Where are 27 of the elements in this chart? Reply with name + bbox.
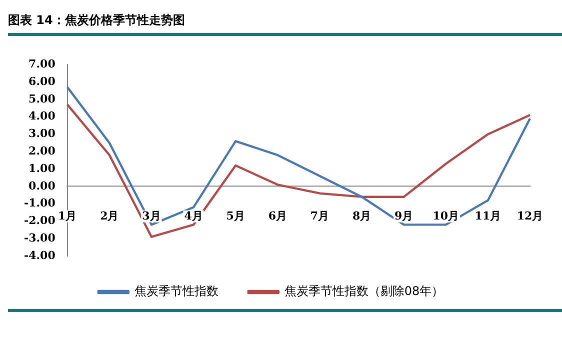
x-tick-label: 4月 bbox=[184, 209, 203, 222]
y-tick-label: 4.00 bbox=[28, 110, 56, 123]
y-tick-label: -2.00 bbox=[24, 214, 56, 228]
x-tick-label: 2月 bbox=[100, 209, 119, 222]
x-tick-label: 6月 bbox=[268, 209, 287, 222]
chart-title: 图表 14：焦炭价格季节性走势图 bbox=[8, 12, 185, 29]
y-tick-label: 2.00 bbox=[28, 144, 56, 158]
y-tick-label: 0.00 bbox=[28, 179, 56, 192]
legend-label: 焦炭季节性指数（剔除08年） bbox=[284, 284, 444, 298]
x-tick-label: 9月 bbox=[394, 209, 414, 222]
y-tick-label: 7.00 bbox=[28, 57, 56, 70]
x-tick-label: 1月 bbox=[58, 209, 77, 222]
x-tick-label: 8月 bbox=[352, 209, 372, 222]
x-tick-label: 7月 bbox=[310, 209, 330, 222]
y-tick-label: 6.00 bbox=[28, 74, 56, 88]
x-tick-label: 12月 bbox=[516, 209, 544, 222]
y-tick-label: -1.00 bbox=[24, 196, 56, 210]
x-tick-label: 11月 bbox=[474, 209, 502, 222]
y-tick-label: -4.00 bbox=[24, 248, 56, 262]
y-tick-label: 5.00 bbox=[28, 92, 56, 106]
legend-label: 焦炭季节性指数 bbox=[134, 284, 218, 298]
x-tick-label: 3月 bbox=[142, 209, 161, 222]
y-tick-label: 1.00 bbox=[28, 162, 56, 175]
y-tick-label: -3.00 bbox=[24, 231, 56, 244]
y-tick-label: 3.00 bbox=[28, 127, 56, 140]
x-tick-label: 5月 bbox=[226, 209, 245, 222]
x-tick-label: 10月 bbox=[432, 209, 460, 222]
